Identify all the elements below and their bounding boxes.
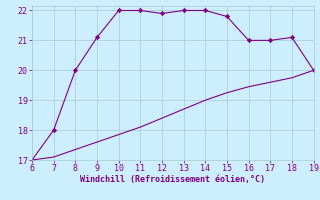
X-axis label: Windchill (Refroidissement éolien,°C): Windchill (Refroidissement éolien,°C) (80, 175, 265, 184)
